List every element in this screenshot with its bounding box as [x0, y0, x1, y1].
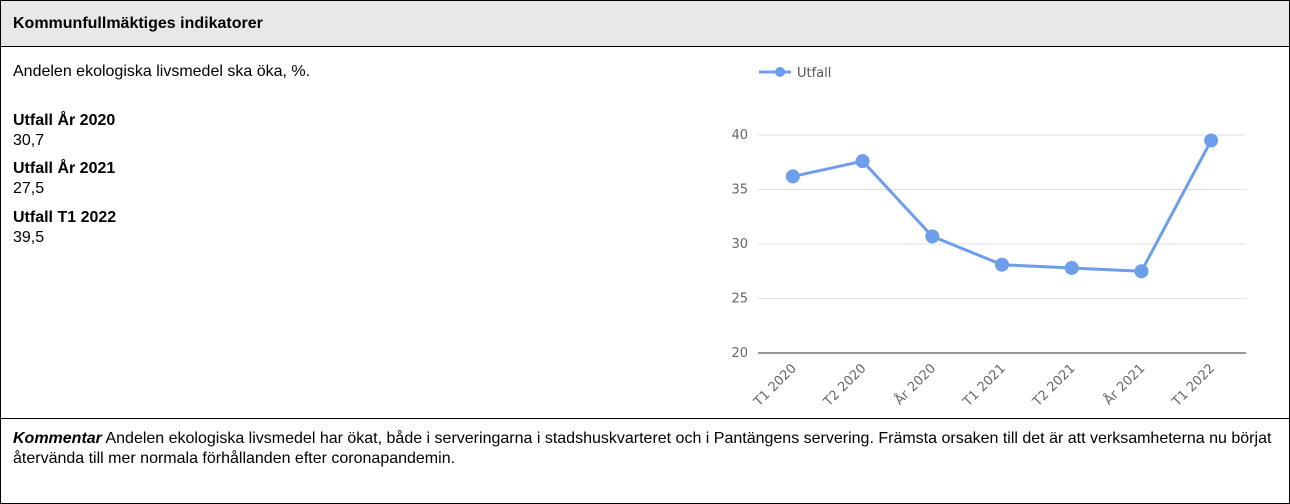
- result-label: Utfall År 2021: [13, 160, 116, 177]
- data-point: [995, 257, 1009, 272]
- result-value: 39,5: [13, 229, 45, 246]
- legend-label: Utfall: [797, 66, 831, 81]
- x-tick-label: T1 2022: [1169, 361, 1218, 410]
- data-point: [925, 229, 940, 244]
- x-tick-label: T1 2020: [751, 361, 800, 410]
- result-value: 30,7: [13, 132, 45, 149]
- y-tick-label: 20: [731, 346, 748, 361]
- result-value: 27,5: [13, 180, 45, 197]
- y-tick-label: 30: [731, 237, 748, 252]
- comment-text: Andelen ekologiska livsmedel har ökat, b…: [13, 430, 1272, 467]
- x-tick-label: T2 2020: [820, 361, 869, 410]
- indicator-description: Andelen ekologiska livsmedel ska öka, %.: [13, 63, 311, 80]
- data-point: [1064, 260, 1079, 275]
- result-label: Utfall År 2020: [13, 112, 116, 129]
- series-line: [792, 139, 1213, 273]
- data-point: [785, 169, 800, 184]
- legend-marker: [775, 67, 785, 77]
- x-tick-label: T2 2021: [1029, 361, 1078, 410]
- x-tick-label: T1 2021: [960, 361, 1009, 410]
- result-label: Utfall T1 2022: [13, 209, 117, 226]
- data-point: [1204, 133, 1219, 148]
- data-point: [1134, 264, 1149, 279]
- y-tick-label: 35: [731, 183, 748, 198]
- x-tick-label: År 2020: [891, 361, 939, 409]
- panel-title: Kommunfullmäktiges indikatorer: [1, 1, 1289, 47]
- data-point: [855, 154, 870, 169]
- y-tick-label: 40: [731, 128, 748, 143]
- comment: Kommentar Andelen ekologiska livsmedel h…: [1, 418, 1289, 503]
- x-tick-label: År 2021: [1101, 361, 1149, 409]
- comment-label: Kommentar: [13, 430, 102, 447]
- y-tick-label: 25: [731, 292, 748, 307]
